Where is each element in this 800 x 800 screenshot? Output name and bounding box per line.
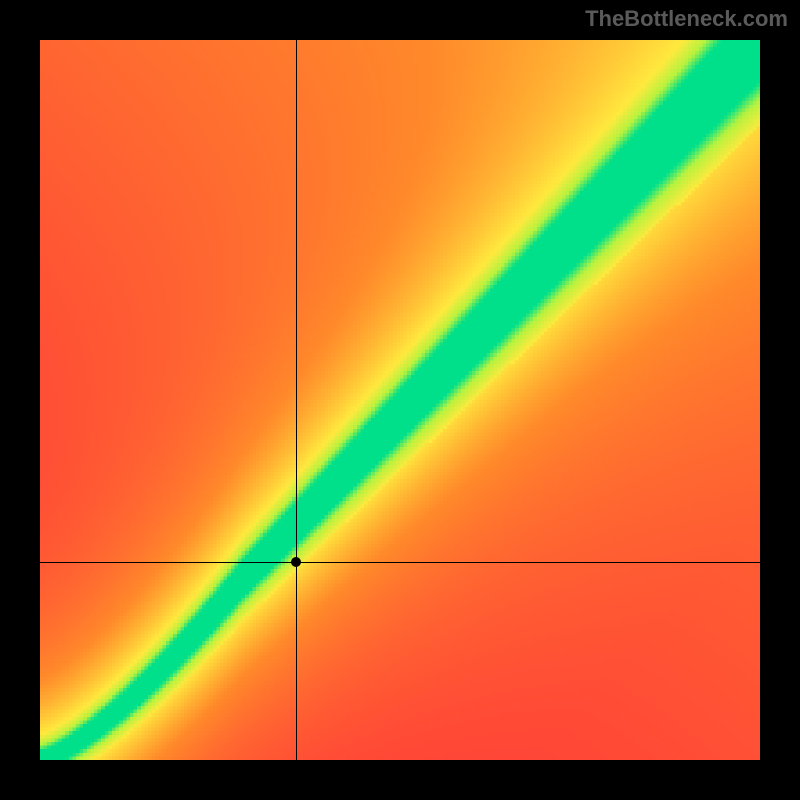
crosshair-horizontal [40,562,760,563]
chart-container: TheBottleneck.com [0,0,800,800]
crosshair-vertical [296,40,297,760]
heatmap-canvas [40,40,760,760]
selection-point [291,557,301,567]
attribution-text: TheBottleneck.com [585,6,788,32]
heatmap-plot [40,40,760,760]
